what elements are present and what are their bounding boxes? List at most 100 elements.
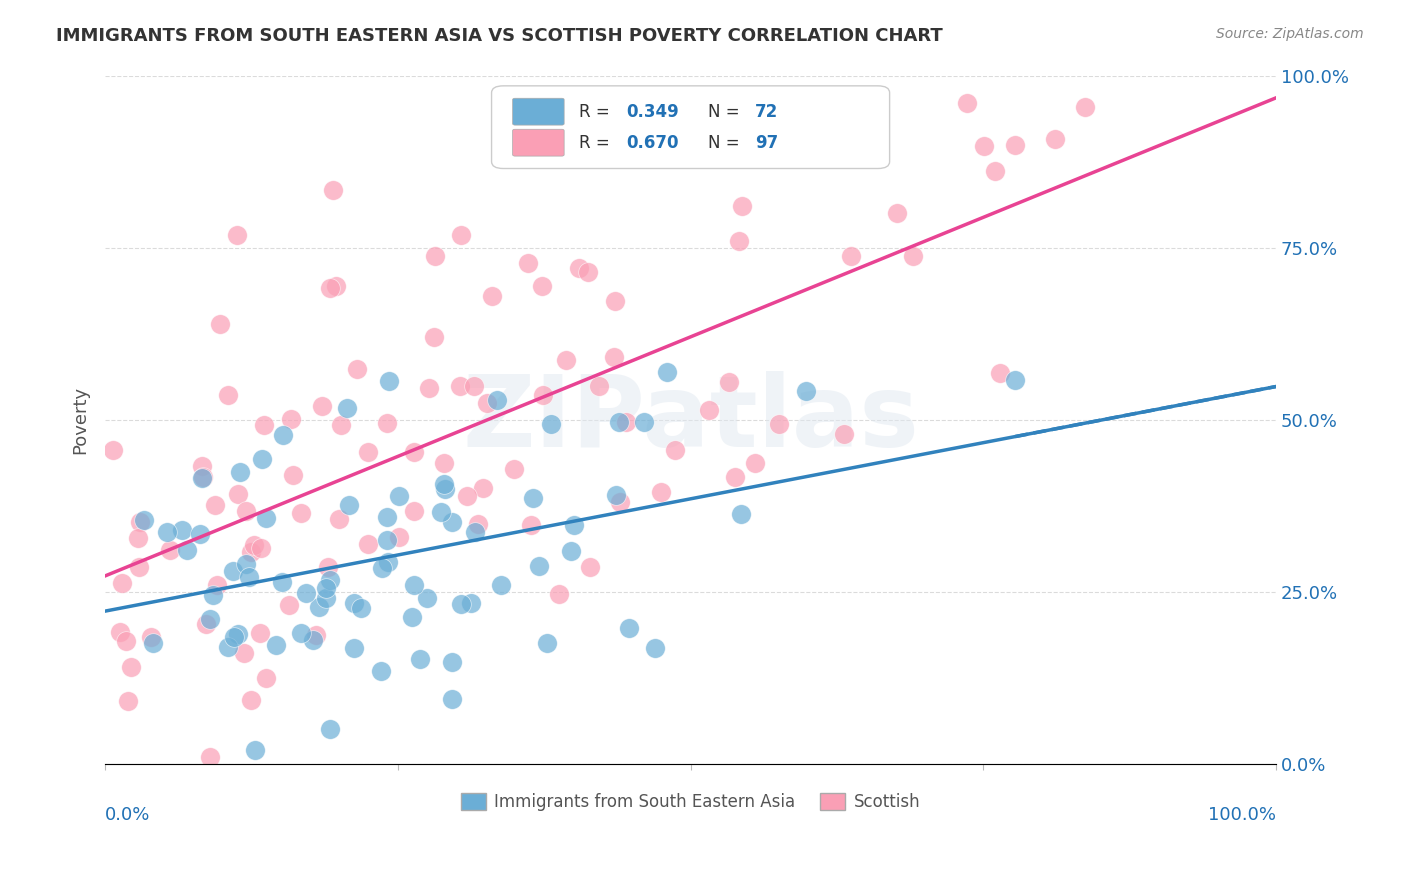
Point — [172, 523, 194, 537]
Point — [402, 578, 425, 592]
Point — [578, 560, 600, 574]
Point — [433, 456, 456, 470]
Point — [195, 617, 218, 632]
Point — [502, 462, 524, 476]
Point — [540, 417, 562, 431]
Point — [377, 556, 399, 570]
Point — [202, 588, 225, 602]
Point — [132, 512, 155, 526]
Point — [472, 481, 495, 495]
Point — [315, 581, 337, 595]
Point — [441, 655, 464, 669]
Point — [270, 575, 292, 590]
Text: R =: R = — [579, 103, 616, 121]
Point — [375, 510, 398, 524]
Point — [316, 560, 339, 574]
Point — [129, 515, 152, 529]
Text: IMMIGRANTS FROM SOUTH EASTERN ASIA VS SCOTTISH POVERTY CORRELATION CHART: IMMIGRANTS FROM SOUTH EASTERN ASIA VS SC… — [56, 27, 943, 45]
Text: R =: R = — [579, 134, 616, 152]
Point — [377, 416, 399, 430]
Point — [222, 631, 245, 645]
Point — [357, 536, 380, 550]
Point — [239, 545, 262, 559]
Point — [456, 490, 478, 504]
Text: 0.0%: 0.0% — [105, 805, 150, 823]
Point — [402, 445, 425, 459]
Point — [198, 612, 221, 626]
Point — [560, 544, 582, 558]
Point — [120, 660, 142, 674]
Point — [249, 626, 271, 640]
Point — [240, 692, 263, 706]
Point — [531, 279, 554, 293]
FancyBboxPatch shape — [492, 86, 890, 169]
Point — [489, 578, 512, 592]
Point — [441, 691, 464, 706]
Point — [423, 249, 446, 263]
Point — [322, 183, 344, 197]
Point — [141, 630, 163, 644]
Point — [243, 538, 266, 552]
Point — [517, 256, 540, 270]
Point — [188, 527, 211, 541]
Legend: Immigrants from South Eastern Asia, Scottish: Immigrants from South Eastern Asia, Scot… — [454, 787, 927, 818]
Point — [568, 260, 591, 275]
Point — [235, 504, 257, 518]
Point — [127, 531, 149, 545]
Point — [460, 596, 482, 610]
FancyBboxPatch shape — [513, 98, 564, 125]
Point — [350, 601, 373, 615]
Point — [1004, 373, 1026, 387]
Point — [481, 289, 503, 303]
Point — [655, 365, 678, 379]
Point — [433, 477, 456, 491]
Point — [404, 504, 426, 518]
Point — [377, 375, 399, 389]
Point — [370, 561, 392, 575]
Point — [254, 510, 277, 524]
Point — [330, 417, 353, 432]
Point — [229, 465, 252, 479]
Point — [128, 560, 150, 574]
Point — [650, 485, 672, 500]
Point — [423, 330, 446, 344]
Point — [768, 417, 790, 431]
Point — [409, 652, 432, 666]
Point — [988, 366, 1011, 380]
Point — [222, 564, 245, 578]
Point — [547, 587, 569, 601]
Point — [644, 641, 666, 656]
Point — [325, 278, 347, 293]
Point — [249, 541, 271, 556]
Point — [731, 199, 754, 213]
Point — [486, 392, 509, 407]
Point — [717, 375, 740, 389]
Point — [609, 415, 631, 429]
Point — [794, 384, 817, 399]
Point — [252, 418, 274, 433]
Point — [176, 542, 198, 557]
Point — [464, 524, 486, 539]
Point — [388, 530, 411, 544]
Text: N =: N = — [709, 103, 745, 121]
Point — [280, 412, 302, 426]
Point — [235, 557, 257, 571]
Point — [245, 743, 267, 757]
Point — [156, 525, 179, 540]
Point — [519, 517, 541, 532]
Point — [252, 452, 274, 467]
Point — [886, 206, 908, 220]
Point — [343, 596, 366, 610]
Point — [609, 494, 631, 508]
Point — [343, 641, 366, 656]
Point — [254, 671, 277, 685]
Point — [200, 750, 222, 764]
Point — [554, 353, 576, 368]
Point — [388, 490, 411, 504]
Point — [401, 610, 423, 624]
Text: 0.670: 0.670 — [626, 134, 679, 152]
Point — [142, 635, 165, 649]
Point — [588, 379, 610, 393]
Point — [204, 498, 226, 512]
Y-axis label: Poverty: Poverty — [72, 386, 89, 454]
